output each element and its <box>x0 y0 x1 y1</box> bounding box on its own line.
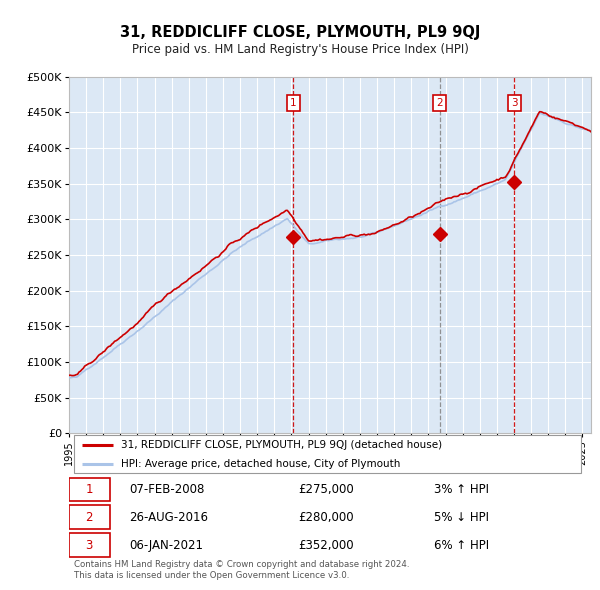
Text: 07-FEB-2008: 07-FEB-2008 <box>129 483 205 496</box>
FancyBboxPatch shape <box>69 506 110 529</box>
Text: Contains HM Land Registry data © Crown copyright and database right 2024.
This d: Contains HM Land Registry data © Crown c… <box>74 560 410 580</box>
Text: 3: 3 <box>86 539 93 552</box>
Text: 3% ↑ HPI: 3% ↑ HPI <box>434 483 490 496</box>
Text: £275,000: £275,000 <box>299 483 355 496</box>
Text: 1: 1 <box>86 483 93 496</box>
Text: 2: 2 <box>436 98 443 108</box>
Text: 26-AUG-2016: 26-AUG-2016 <box>129 511 208 524</box>
FancyBboxPatch shape <box>74 435 581 473</box>
FancyBboxPatch shape <box>69 478 110 502</box>
Text: 31, REDDICLIFF CLOSE, PLYMOUTH, PL9 9QJ: 31, REDDICLIFF CLOSE, PLYMOUTH, PL9 9QJ <box>120 25 480 40</box>
Text: 6% ↑ HPI: 6% ↑ HPI <box>434 539 490 552</box>
Text: 06-JAN-2021: 06-JAN-2021 <box>129 539 203 552</box>
Text: 5% ↓ HPI: 5% ↓ HPI <box>434 511 490 524</box>
Text: 1: 1 <box>290 98 296 108</box>
Text: Price paid vs. HM Land Registry's House Price Index (HPI): Price paid vs. HM Land Registry's House … <box>131 43 469 56</box>
Text: HPI: Average price, detached house, City of Plymouth: HPI: Average price, detached house, City… <box>121 459 401 469</box>
Bar <box>293 77 591 434</box>
Text: 31, REDDICLIFF CLOSE, PLYMOUTH, PL9 9QJ (detached house): 31, REDDICLIFF CLOSE, PLYMOUTH, PL9 9QJ … <box>121 440 442 450</box>
Text: 3: 3 <box>511 98 518 108</box>
Text: £352,000: £352,000 <box>299 539 355 552</box>
Text: 2: 2 <box>86 511 93 524</box>
Text: £280,000: £280,000 <box>299 511 355 524</box>
FancyBboxPatch shape <box>69 533 110 557</box>
